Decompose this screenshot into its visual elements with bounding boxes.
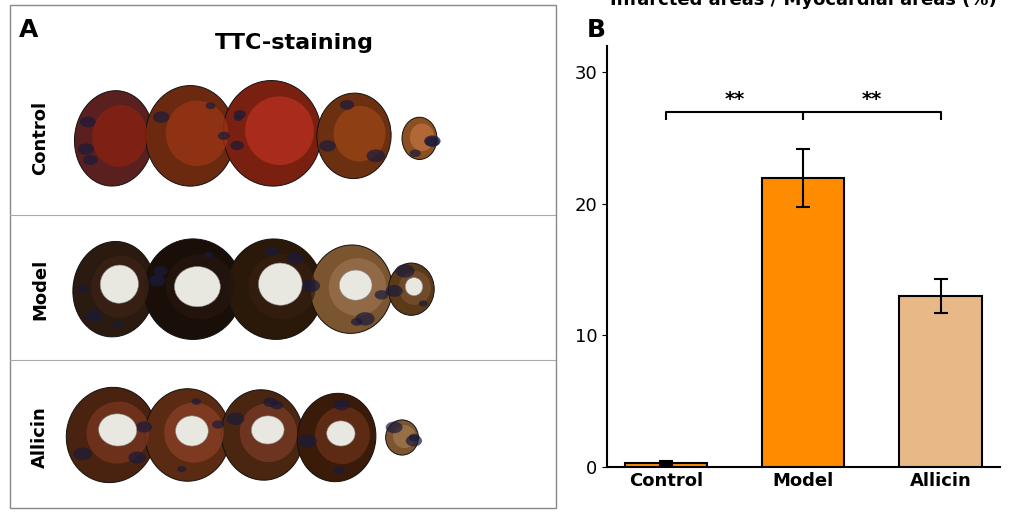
Ellipse shape (113, 322, 122, 328)
Ellipse shape (144, 239, 242, 340)
Ellipse shape (424, 135, 440, 147)
Ellipse shape (410, 124, 434, 151)
Ellipse shape (233, 110, 246, 119)
Ellipse shape (409, 433, 420, 441)
Text: A: A (18, 18, 38, 42)
Ellipse shape (192, 399, 201, 405)
Ellipse shape (77, 144, 94, 155)
Ellipse shape (339, 270, 372, 300)
Text: **: ** (723, 90, 744, 109)
Text: Model: Model (32, 259, 49, 320)
Ellipse shape (328, 258, 385, 315)
Ellipse shape (204, 252, 213, 258)
Ellipse shape (77, 285, 89, 293)
Ellipse shape (226, 239, 323, 340)
Ellipse shape (385, 420, 418, 455)
Ellipse shape (66, 387, 156, 483)
Ellipse shape (317, 93, 390, 179)
Ellipse shape (425, 136, 439, 147)
Ellipse shape (410, 149, 421, 157)
Ellipse shape (395, 264, 414, 278)
Ellipse shape (174, 267, 220, 307)
Ellipse shape (245, 96, 314, 165)
Ellipse shape (339, 100, 354, 110)
Text: Allicin: Allicin (32, 407, 49, 468)
Bar (761, 177, 844, 467)
Text: **: ** (861, 90, 881, 109)
Ellipse shape (212, 421, 224, 429)
Ellipse shape (355, 312, 374, 325)
Ellipse shape (401, 117, 436, 160)
Ellipse shape (99, 414, 137, 446)
Ellipse shape (263, 398, 277, 407)
Ellipse shape (385, 422, 403, 433)
Ellipse shape (310, 245, 392, 333)
Ellipse shape (298, 435, 317, 448)
Ellipse shape (153, 111, 169, 123)
Ellipse shape (392, 425, 416, 448)
Ellipse shape (175, 416, 208, 446)
Ellipse shape (164, 403, 223, 463)
Ellipse shape (239, 403, 297, 462)
Bar (624, 463, 706, 467)
Ellipse shape (385, 285, 403, 297)
Ellipse shape (319, 140, 335, 151)
Ellipse shape (333, 106, 385, 162)
Ellipse shape (258, 263, 302, 305)
Ellipse shape (333, 466, 345, 475)
Ellipse shape (74, 91, 153, 186)
Ellipse shape (177, 466, 186, 472)
Bar (899, 296, 981, 467)
Ellipse shape (226, 412, 245, 425)
Ellipse shape (301, 279, 320, 292)
Text: B: B (586, 18, 605, 42)
Ellipse shape (398, 271, 430, 305)
Ellipse shape (136, 421, 152, 432)
Ellipse shape (351, 318, 362, 326)
Ellipse shape (297, 393, 376, 482)
Ellipse shape (333, 399, 350, 410)
Ellipse shape (223, 81, 321, 186)
Ellipse shape (73, 447, 92, 460)
Ellipse shape (100, 265, 139, 303)
Ellipse shape (218, 132, 229, 140)
Text: TTC-staining: TTC-staining (214, 33, 373, 53)
Ellipse shape (326, 421, 355, 446)
Ellipse shape (72, 242, 155, 337)
Ellipse shape (83, 155, 98, 165)
Ellipse shape (388, 263, 434, 315)
Ellipse shape (92, 256, 149, 318)
Ellipse shape (165, 101, 228, 166)
Ellipse shape (270, 401, 283, 409)
Ellipse shape (233, 115, 243, 121)
Ellipse shape (92, 105, 147, 167)
Ellipse shape (286, 252, 304, 264)
Ellipse shape (154, 266, 167, 276)
Ellipse shape (405, 278, 422, 295)
Text: Control: Control (32, 101, 49, 175)
Ellipse shape (145, 389, 230, 481)
Ellipse shape (221, 390, 303, 480)
Ellipse shape (85, 310, 102, 322)
Ellipse shape (374, 290, 388, 300)
Ellipse shape (230, 141, 244, 150)
Ellipse shape (79, 116, 96, 127)
Ellipse shape (87, 402, 149, 464)
Ellipse shape (146, 86, 234, 186)
Ellipse shape (206, 103, 215, 109)
Ellipse shape (418, 301, 427, 306)
Text: Infarcted areas / Myocardial areas (%): Infarcted areas / Myocardial areas (%) (609, 0, 996, 9)
Ellipse shape (166, 254, 234, 319)
Ellipse shape (251, 416, 284, 444)
Ellipse shape (315, 406, 370, 464)
Ellipse shape (128, 451, 146, 464)
Ellipse shape (406, 435, 422, 446)
Ellipse shape (149, 275, 165, 286)
Ellipse shape (264, 247, 279, 256)
Ellipse shape (366, 149, 384, 162)
Ellipse shape (249, 254, 316, 319)
FancyBboxPatch shape (10, 5, 555, 508)
